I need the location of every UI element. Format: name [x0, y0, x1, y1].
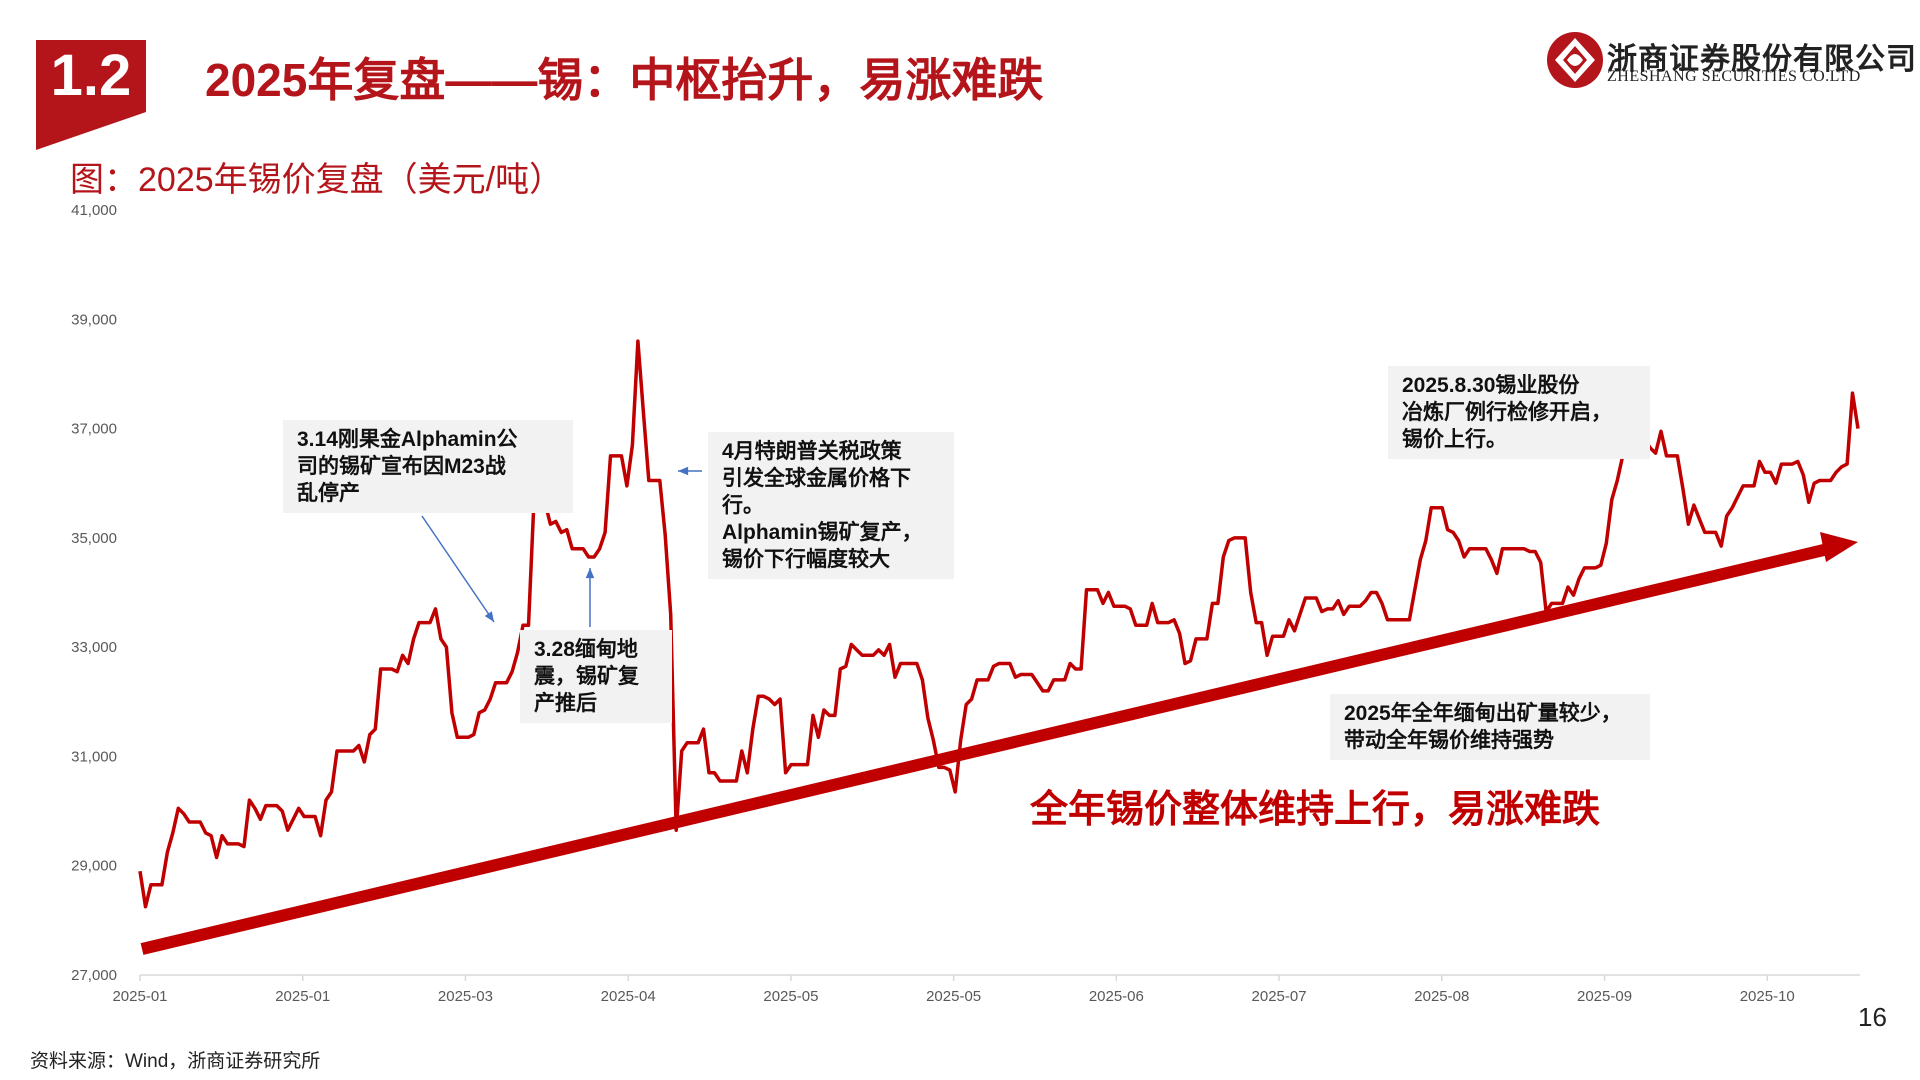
x-tick-label: 2025-05 [926, 988, 981, 1005]
annotation-arrows [421, 466, 702, 627]
y-tick-label: 41,000 [71, 202, 117, 219]
page-number: 16 [1858, 1002, 1887, 1032]
note-yunnan-tin-maintenance: 2025.8.30锡业股份 冶炼厂例行检修开启， 锡价上行。 [1388, 366, 1650, 459]
x-tick-label: 2025-06 [1089, 988, 1144, 1005]
trend-arrow-head [1820, 532, 1858, 562]
annotation-arrow-earthquake-head [585, 568, 595, 579]
y-tick-label: 29,000 [71, 858, 117, 875]
company-name-cn: 浙商证券股份有限公司 [1607, 43, 1917, 76]
trend-arrow-shaft [140, 543, 1830, 955]
annotation-arrow-tariff-head [678, 466, 689, 476]
x-tick-label: 2025-01 [275, 988, 330, 1005]
trend-arrow [140, 532, 1858, 955]
company-name-en: ZHESHANG SECURITIES CO.LTD [1607, 68, 1861, 85]
x-tick-label: 2025-08 [1414, 988, 1469, 1005]
data-source: 资料来源：Wind，浙商证券研究所 [30, 1051, 321, 1072]
section-badge: 1.2 [36, 40, 146, 112]
y-tick-label: 33,000 [71, 639, 117, 656]
series-line-tin-price [138, 339, 1860, 909]
annotation-arrow-alphamin [421, 515, 495, 623]
x-axis: 2025-01 2025-01 2025-03 2025-04 2025-05 2025-… [112, 975, 1795, 1005]
x-tick-label: 2025-01 [112, 988, 167, 1005]
figure-caption: 图：2025年锡价复盘（美元/吨） [70, 161, 564, 199]
note-tariff-policy: 4月特朗普关税政策 引发全球金属价格下 行。 Alphamin锡矿复产， 锡价下… [708, 432, 954, 579]
y-tick-label: 39,000 [71, 311, 117, 328]
summary-callout: 全年锡价整体维持上行，易涨难跌 [1030, 789, 1601, 831]
y-tick-label: 35,000 [71, 530, 117, 547]
x-tick-label: 2025-04 [601, 988, 656, 1005]
note-myanmar-output: 2025年全年缅甸出矿量较少， 带动全年锡价维持强势 [1330, 694, 1650, 760]
note-myanmar-earthquake: 3.28缅甸地 震，锡矿复 产推后 [520, 630, 672, 723]
y-tick-label: 27,000 [71, 967, 117, 984]
x-tick-label: 2025-05 [763, 988, 818, 1005]
company-logo: 浙商证券股份有限公司 ZHESHANG SECURITIES CO.LTD [1545, 30, 1916, 90]
y-tick-label: 37,000 [71, 421, 117, 438]
x-tick-label: 2025-03 [438, 988, 493, 1005]
section-badge-tail [36, 112, 146, 150]
zheshang-logo-icon [1547, 32, 1603, 88]
x-tick-label: 2025-10 [1740, 988, 1795, 1005]
y-tick-label: 31,000 [71, 748, 117, 765]
x-tick-label: 2025-07 [1252, 988, 1307, 1005]
y-axis: 27,000 29,000 31,000 33,000 35,000 37,000 39,0… [71, 202, 117, 984]
slide-title: 2025年复盘——锡：中枢抬升，易涨难跌 [205, 54, 1044, 106]
x-tick-label: 2025-09 [1577, 988, 1632, 1005]
annotation-arrow-alphamin-head [484, 611, 494, 622]
note-alphamin-halt: 3.14刚果金Alphamin公 司的锡矿宣布因M23战 乱停产 [283, 420, 573, 513]
